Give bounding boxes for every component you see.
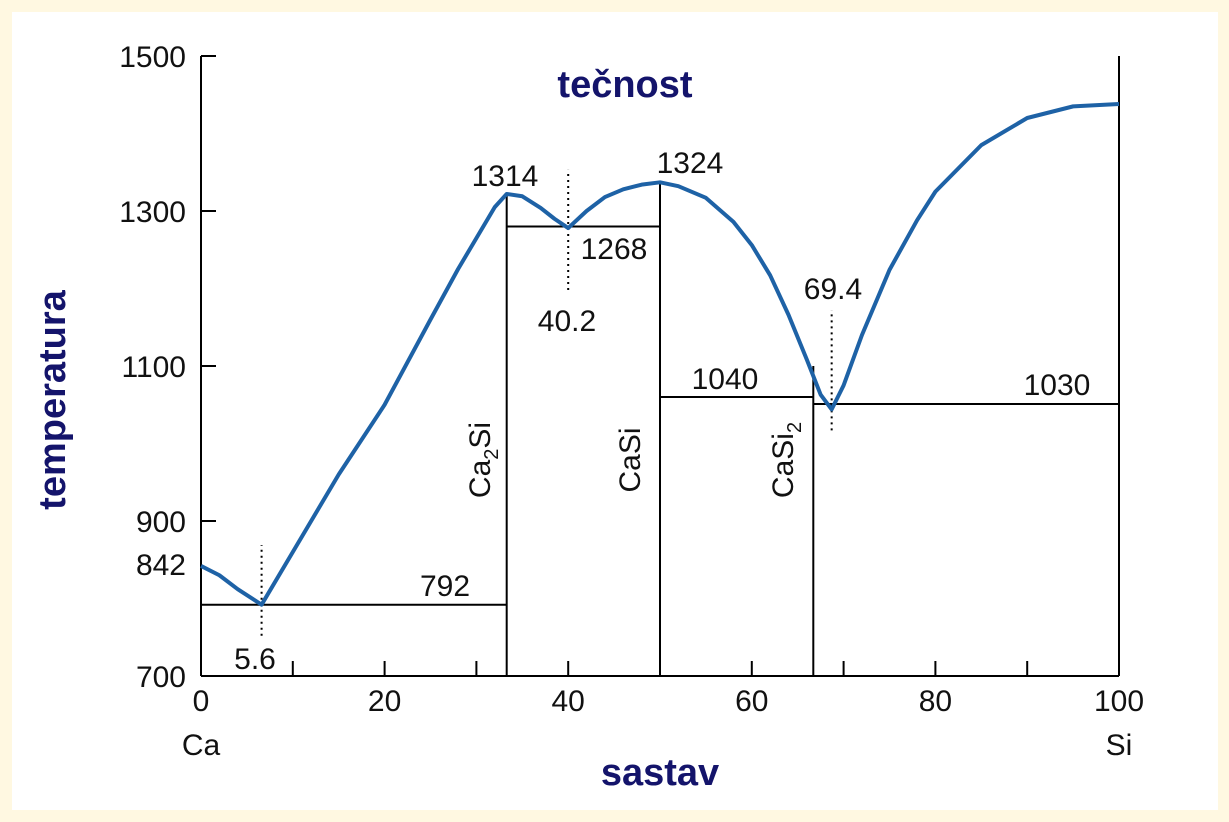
compound-text: Ca [464, 459, 497, 498]
x-tick-label: 40 [552, 685, 585, 718]
annotation: 1314 [472, 160, 539, 193]
annotation: 69.4 [804, 273, 862, 306]
x-end-label: Ca [182, 729, 221, 762]
y-axis-label: temperatura [32, 289, 74, 509]
compound-text: CaSi [767, 433, 800, 498]
compound-text: Si [464, 422, 497, 449]
subscript: 2 [481, 449, 503, 460]
y-tick-label: 1100 [121, 351, 186, 384]
annotation: 842 [136, 549, 186, 582]
annotation: 1040 [692, 363, 759, 396]
compound-label: Ca2Si [464, 422, 503, 498]
y-tick-label: 900 [136, 506, 186, 539]
subscript: 2 [784, 422, 806, 433]
x-tick-label: 80 [919, 685, 952, 718]
y-tick-label: 1500 [119, 41, 186, 74]
y-tick-label: 1300 [119, 196, 186, 229]
x-end-label: Si [1106, 729, 1133, 762]
compound-label: CaSi [614, 427, 647, 492]
annotation: 792 [420, 570, 470, 603]
y-tick-label: 700 [136, 661, 186, 694]
compound-text: CaSi [614, 427, 647, 492]
x-tick-label: 20 [368, 685, 401, 718]
annotation: 40.2 [538, 305, 596, 338]
x-tick-label: 100 [1094, 685, 1144, 718]
liquidus-curve [200, 102, 1120, 607]
annotation: 1268 [581, 233, 648, 266]
annotation: 1324 [657, 147, 724, 180]
region-label: tečnost [557, 64, 692, 106]
x-tick-label: 0 [193, 685, 210, 718]
annotation: 1030 [1024, 369, 1091, 402]
x-axis-label: sastav [601, 752, 719, 794]
x-tick-label: 60 [735, 685, 768, 718]
compound-label: CaSi2 [767, 422, 806, 498]
annotation: 5.6 [234, 643, 276, 676]
